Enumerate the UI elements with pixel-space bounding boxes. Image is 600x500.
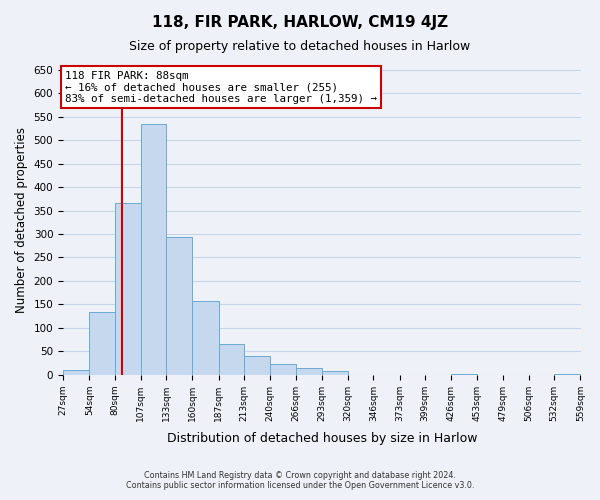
- Bar: [166, 238, 193, 375]
- Bar: [63, 370, 89, 375]
- Text: Contains HM Land Registry data © Crown copyright and database right 2024.
Contai: Contains HM Land Registry data © Crown c…: [126, 470, 474, 490]
- Bar: [270, 364, 296, 375]
- Bar: [193, 300, 218, 375]
- Bar: [244, 356, 270, 375]
- Bar: [322, 371, 348, 375]
- Bar: [141, 124, 166, 375]
- Text: 118, FIR PARK, HARLOW, CM19 4JZ: 118, FIR PARK, HARLOW, CM19 4JZ: [152, 15, 448, 30]
- Bar: [296, 368, 322, 375]
- Y-axis label: Number of detached properties: Number of detached properties: [15, 127, 28, 313]
- Bar: [218, 344, 244, 375]
- Bar: [89, 312, 115, 375]
- Bar: [115, 204, 141, 375]
- X-axis label: Distribution of detached houses by size in Harlow: Distribution of detached houses by size …: [167, 432, 477, 445]
- Text: Size of property relative to detached houses in Harlow: Size of property relative to detached ho…: [130, 40, 470, 53]
- Text: 118 FIR PARK: 88sqm
← 16% of detached houses are smaller (255)
83% of semi-detac: 118 FIR PARK: 88sqm ← 16% of detached ho…: [65, 70, 377, 104]
